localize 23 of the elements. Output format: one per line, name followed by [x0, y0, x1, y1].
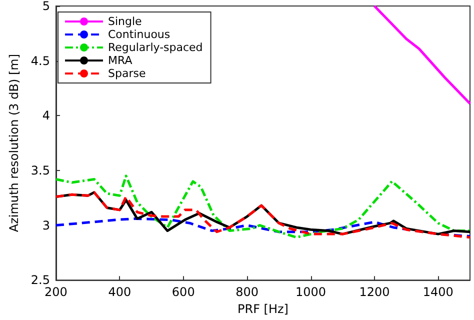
x-tick-label: 1400 [422, 285, 454, 300]
x-tick-label: 800 [236, 285, 259, 300]
y-tick-label: 3.5 [30, 163, 50, 178]
legend-label: Regularly-spaced [108, 41, 203, 54]
legend-label: Continuous [108, 28, 170, 41]
y-axis-title: Azimuth resolution (3 dB) [m] [7, 54, 21, 232]
y-tick-label: 2.5 [30, 273, 50, 288]
legend-label: Sparse [108, 67, 146, 80]
line-series [54, 217, 472, 238]
x-axis-title: PRF [Hz] [238, 302, 288, 316]
x-tick-label: 1200 [359, 285, 390, 300]
legend-label: Single [108, 15, 142, 28]
y-tick-label: 3 [42, 218, 50, 232]
y-tick-label: 4 [42, 108, 50, 123]
x-tick-label: 400 [108, 285, 132, 300]
legend-label: MRA [108, 54, 133, 67]
line-series [54, 174, 472, 239]
x-tick-label: 1000 [295, 285, 326, 300]
x-tick-label: 600 [172, 285, 195, 300]
line-series [373, 4, 472, 105]
y-tick-label: 5 [42, 0, 50, 13]
y-tick-label: 4.5 [30, 54, 50, 68]
x-tick-label: 200 [44, 285, 68, 300]
